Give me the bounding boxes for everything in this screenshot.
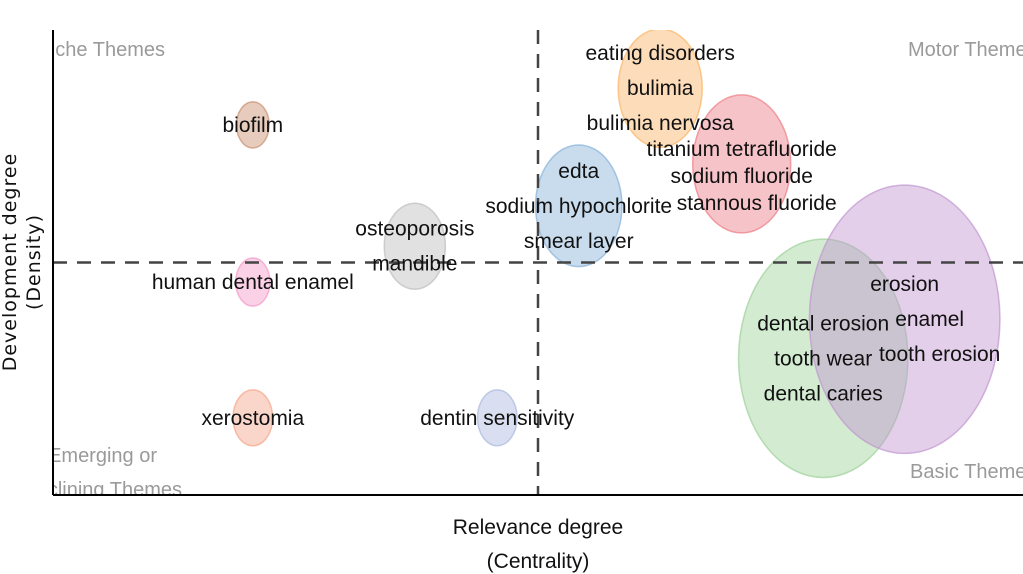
cluster-label: enamel bbox=[895, 308, 964, 331]
cluster-label: erosion bbox=[870, 273, 939, 296]
cluster-bubble bbox=[808, 184, 1001, 455]
cluster-bubble bbox=[383, 202, 447, 290]
x-axis-title-line2: (Centrality) bbox=[487, 550, 590, 573]
cluster-label: osteoporosis bbox=[355, 218, 474, 241]
cluster-label: bulimia nervosa bbox=[587, 112, 734, 135]
cluster-bubble bbox=[232, 389, 274, 447]
y-axis-title-line2: (Density) bbox=[23, 214, 45, 310]
cluster-bubble bbox=[617, 30, 703, 149]
cluster-bubble bbox=[235, 101, 270, 149]
cluster-label: tooth erosion bbox=[879, 343, 1000, 366]
cluster-label: titanium tetrafluoride bbox=[647, 138, 837, 161]
cluster-bubble bbox=[691, 94, 792, 234]
cluster-bubble bbox=[737, 238, 909, 479]
cluster-label: xerostomia bbox=[201, 407, 304, 430]
cluster-bubble bbox=[534, 144, 623, 268]
cluster-label: human dental enamel bbox=[152, 271, 354, 294]
y-axis-title-line1: Development degree bbox=[0, 153, 21, 372]
cluster-label: tooth wear bbox=[774, 347, 872, 370]
cluster-label: dental erosion bbox=[757, 312, 889, 335]
cluster-bubble bbox=[476, 389, 518, 447]
cluster-label: eating disorders bbox=[586, 42, 735, 65]
quadrant-label-emerging-line2: Declining Themes bbox=[22, 479, 182, 501]
x-axis-title-line1: Relevance degree bbox=[453, 516, 623, 539]
cluster-label: mandible bbox=[372, 253, 457, 276]
quadrant-label-emerging-line1: Emerging or bbox=[48, 445, 157, 467]
cluster-label: bulimia bbox=[627, 77, 694, 100]
quadrant-label-niche: Niche Themes bbox=[36, 39, 165, 61]
cluster-label: sodium hypochlorite bbox=[485, 195, 672, 218]
cluster-label: biofilm bbox=[222, 114, 283, 137]
cluster-label: stannous fluoride bbox=[677, 192, 837, 215]
quadrant-label-motor: Motor Themes bbox=[908, 39, 1023, 61]
cluster-bubble bbox=[234, 257, 271, 307]
cluster-label: edta bbox=[558, 160, 599, 183]
cluster-label: smear layer bbox=[524, 230, 634, 253]
quadrant-label-basic: Basic Themes bbox=[910, 461, 1023, 483]
cluster-label: sodium fluoride bbox=[670, 165, 812, 188]
cluster-label: dentin sensitivity bbox=[420, 407, 575, 430]
cluster-label: dental caries bbox=[764, 382, 883, 405]
